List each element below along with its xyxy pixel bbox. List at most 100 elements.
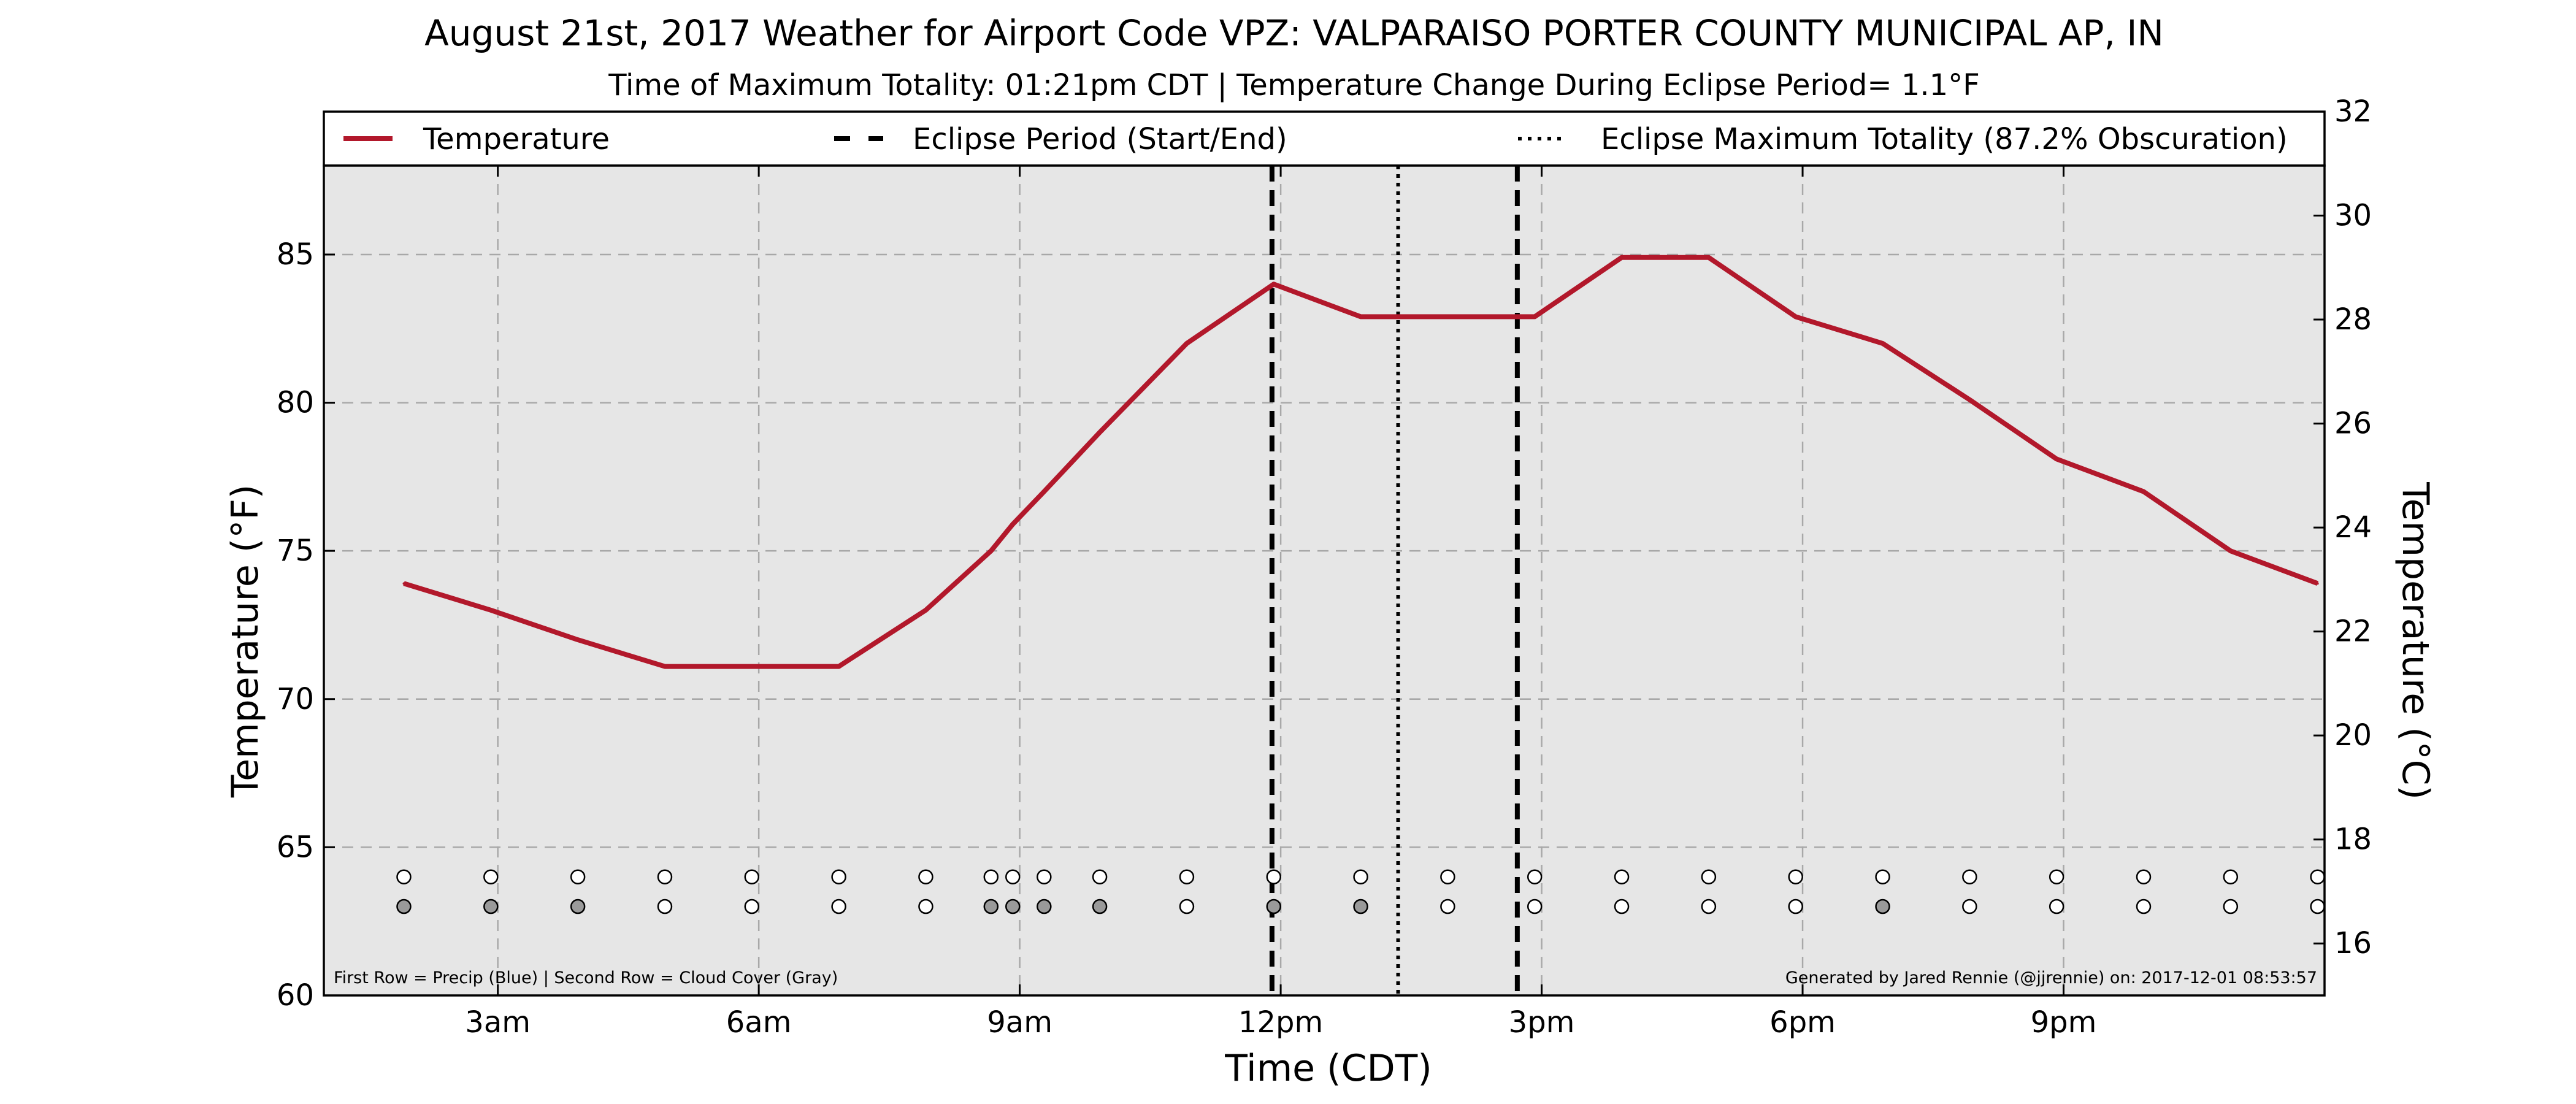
cloud-marker [1701, 899, 1717, 914]
y-tick-label-right: 26 [2334, 407, 2372, 441]
cloud-marker [570, 899, 586, 914]
precip-marker [1527, 869, 1543, 884]
temperature-point [1359, 315, 1362, 318]
y-axis-label-left: Temperature (°F) [224, 485, 267, 798]
precip-marker [1037, 869, 1052, 884]
x-tick-label: 12pm [1238, 1005, 1323, 1040]
y-tick-label-right: 28 [2334, 302, 2372, 337]
y-tick-label-right: 18 [2334, 822, 2372, 857]
temperature-point [750, 665, 753, 668]
x-tick-label: 6pm [1769, 1005, 1836, 1040]
cloud-marker [1353, 899, 1368, 914]
footnote-left: First Row = Precip (Blue) | Second Row =… [334, 968, 838, 987]
chart-title: August 21st, 2017 Weather for Airport Co… [424, 12, 2164, 54]
x-tick-label: 3am [465, 1005, 531, 1040]
temperature-point [2229, 550, 2232, 553]
precip-marker [744, 869, 760, 884]
temperature-point [1533, 315, 1536, 318]
cloud-marker [483, 899, 499, 914]
precip-marker [1005, 869, 1021, 884]
precip-marker [1701, 869, 1717, 884]
temperature-point [989, 550, 992, 553]
cloud-marker [2049, 899, 2064, 914]
temperature-point [1272, 283, 1275, 286]
temperature-point [1794, 315, 1797, 318]
temperature-point [2316, 582, 2319, 585]
cloud-marker [2136, 899, 2152, 914]
cloud-marker [1875, 899, 1890, 914]
precip-marker [657, 869, 673, 884]
cloud-marker [744, 899, 760, 914]
precip-marker [396, 869, 412, 884]
cloud-marker [396, 899, 412, 914]
temperature-point [1881, 342, 1884, 345]
y-tick-label: 75 [277, 534, 314, 568]
cloud-marker [657, 899, 673, 914]
temperature-point [1185, 342, 1188, 345]
precip-marker [1092, 869, 1108, 884]
temperature-point [837, 665, 840, 668]
plot-frame [323, 164, 2326, 997]
x-axis-label: Time (CDT) [1224, 1047, 1432, 1090]
precip-marker [918, 869, 933, 884]
precip-marker [1788, 869, 1803, 884]
y-tick-label: 70 [277, 682, 314, 716]
y-tick-label: 85 [277, 237, 314, 272]
temperature-point [1968, 398, 1971, 401]
temperature-point [489, 608, 493, 611]
y-tick-label: 60 [277, 978, 314, 1013]
cloud-marker [1788, 899, 1803, 914]
y-tick-label-right: 16 [2334, 926, 2372, 960]
y-tick-label-right: 30 [2334, 199, 2372, 233]
y-tick-label: 80 [277, 386, 314, 420]
precip-marker [983, 869, 999, 884]
cloud-marker [1614, 899, 1630, 914]
precip-marker [2136, 869, 2152, 884]
temperature-point [577, 638, 580, 642]
cloud-marker [1092, 899, 1108, 914]
cloud-marker [983, 899, 999, 914]
temperature-point [1098, 431, 1102, 434]
chart-subtitle: Time of Maximum Totality: 01:21pm CDT | … [608, 68, 1980, 102]
temperature-point [2142, 490, 2145, 493]
temperature-point [1707, 256, 1710, 259]
precip-marker [1266, 869, 1281, 884]
x-tick-label: 6am [726, 1005, 792, 1040]
cloud-marker [2310, 899, 2325, 914]
precip-marker [1962, 869, 1977, 884]
precip-marker [1353, 869, 1368, 884]
temperature-point [1011, 523, 1014, 526]
legend-label: Temperature [423, 122, 610, 156]
precip-marker [483, 869, 499, 884]
cloud-marker [1266, 899, 1281, 914]
precip-marker [570, 869, 586, 884]
precip-marker [1614, 869, 1630, 884]
temperature-point [402, 582, 405, 585]
temperature-point [1043, 490, 1046, 493]
cloud-marker [918, 899, 933, 914]
legend-label: Eclipse Period (Start/End) [913, 122, 1287, 156]
cloud-marker [1527, 899, 1543, 914]
plot-background [324, 166, 2325, 995]
legend: Temperature Eclipse Period (Start/End) Ecl… [323, 110, 2326, 167]
y-tick-label: 65 [277, 830, 314, 864]
y-tick-label-right: 32 [2334, 94, 2372, 129]
temperature-point [2055, 458, 2058, 461]
cloud-marker [2223, 899, 2239, 914]
cloud-marker [1037, 899, 1052, 914]
y-tick-label-right: 20 [2334, 718, 2372, 753]
precip-marker [1179, 869, 1195, 884]
plot-area: First Row = Precip (Blue) | Second Row =… [277, 94, 2372, 1040]
y-tick-label-right: 22 [2334, 615, 2372, 649]
legend-label: Eclipse Maximum Totality (87.2% Obscurat… [1601, 122, 2288, 156]
precip-marker [2223, 869, 2239, 884]
precip-marker [1440, 869, 1455, 884]
x-tick-label: 3pm [1509, 1005, 1575, 1040]
y-tick-label-right: 24 [2334, 510, 2372, 545]
legend-box [323, 110, 2326, 167]
footnote-right: Generated by Jared Rennie (@jjrennie) on… [1785, 968, 2317, 987]
y-axis-label-right: Temperature (°C) [2394, 481, 2437, 800]
cloud-marker [1005, 899, 1021, 914]
cloud-marker [1179, 899, 1195, 914]
